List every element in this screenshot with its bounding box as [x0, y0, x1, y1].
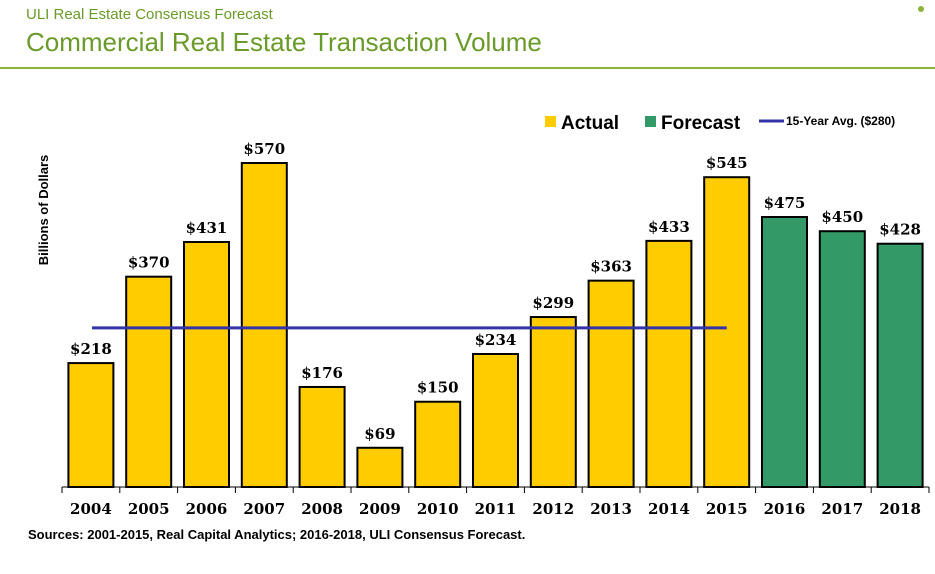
bars-layer — [67, 162, 924, 489]
x-tick-2009: 2009 — [359, 500, 401, 518]
x-tick-2007: 2007 — [243, 500, 285, 518]
source-note: Sources: 2001-2015, Real Capital Analyti… — [28, 527, 526, 542]
bar-2017 — [818, 230, 866, 488]
value-label-2015: $545 — [706, 154, 748, 172]
value-label-2009: $69 — [364, 425, 395, 443]
x-tick-2018: 2018 — [879, 500, 921, 518]
value-label-2018: $428 — [879, 221, 921, 239]
bar-2012 — [529, 316, 577, 489]
bar-2008 — [298, 385, 346, 488]
x-tick-2004: 2004 — [70, 500, 112, 518]
value-label-2010: $150 — [417, 379, 459, 397]
header-divider — [0, 67, 935, 69]
x-tick-2013: 2013 — [590, 500, 632, 518]
value-label-2013: $363 — [590, 258, 632, 276]
x-tick-2005: 2005 — [128, 500, 170, 518]
value-label-2007: $570 — [243, 140, 285, 158]
chart-legend: Actual Forecast 15-Year Avg. ($280) — [545, 113, 895, 134]
value-label-2004: $218 — [70, 340, 112, 358]
bar-2015 — [703, 176, 751, 488]
value-label-2006: $431 — [186, 219, 228, 237]
x-tick-2015: 2015 — [706, 500, 748, 518]
header-eyebrow: ULI Real Estate Consensus Forecast — [26, 6, 273, 23]
value-label-2008: $176 — [301, 364, 343, 382]
bar-2010 — [414, 400, 462, 489]
legend-actual-swatch — [545, 116, 556, 127]
x-tick-2006: 2006 — [186, 500, 228, 518]
x-tick-2016: 2016 — [764, 500, 806, 518]
x-tick-2017: 2017 — [821, 500, 863, 518]
value-label-2012: $299 — [532, 294, 574, 312]
bar-2011 — [472, 352, 519, 488]
bar-2016 — [761, 216, 808, 488]
bar-2014 — [645, 239, 693, 488]
bar-2013 — [587, 279, 635, 488]
bar-2018 — [876, 242, 924, 488]
x-ticks-layer: 2004 2005 2006 2007 2008 2009 2010 2011 2012 2013… — [61, 487, 930, 518]
page-title: Commercial Real Estate Transaction Volum… — [26, 27, 542, 57]
bar-2006 — [183, 241, 230, 488]
corner-dot-icon — [918, 6, 924, 12]
bar-2004 — [67, 362, 115, 488]
x-tick-2014: 2014 — [648, 500, 690, 518]
bar-2005 — [125, 275, 173, 488]
value-labels-layer: $218 $370 $431 $570 $176 $69 $150 $234 $299 $363 $… — [70, 140, 921, 443]
value-label-2014: $433 — [648, 218, 690, 236]
x-tick-2012: 2012 — [532, 500, 574, 518]
legend-forecast-label: Forecast — [661, 113, 741, 134]
value-label-2017: $450 — [821, 208, 863, 226]
bar-2007 — [240, 162, 288, 488]
legend-forecast-swatch — [645, 116, 656, 127]
x-tick-2008: 2008 — [301, 500, 343, 518]
legend-actual-label: Actual — [561, 113, 619, 134]
bar-2009 — [356, 446, 404, 489]
value-label-2011: $234 — [475, 331, 517, 349]
y-axis-label: Billions of Dollars — [36, 155, 51, 266]
value-label-2005: $370 — [128, 254, 170, 272]
legend-average-label: 15-Year Avg. ($280) — [786, 114, 895, 128]
x-tick-2011: 2011 — [475, 500, 517, 518]
x-tick-2010: 2010 — [417, 500, 459, 518]
value-label-2016: $475 — [764, 194, 806, 212]
